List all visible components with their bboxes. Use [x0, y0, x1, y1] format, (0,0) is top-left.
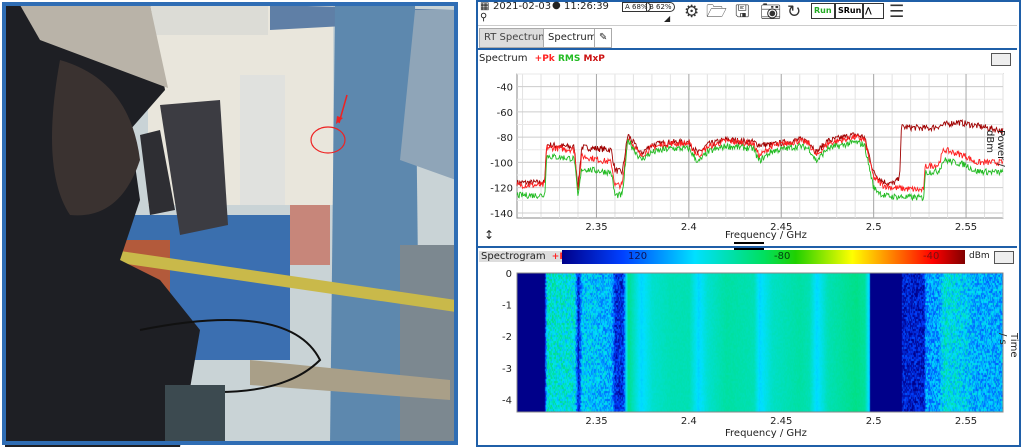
spectrum-y-axis-label: Power / dBm — [984, 130, 1006, 167]
battery-b: B 62% — [646, 2, 675, 12]
spectrum-chart: 2.35 2.4 2.45 2.5 2.55 -40 -60 -80 -100 -120 -140 — [490, 73, 1004, 233]
tab-spectrum[interactable]: Spectrum — [543, 28, 602, 48]
spectrum-x-axis-label: Frequency / GHz — [725, 230, 807, 241]
save-icon[interactable]: 🖫 — [735, 2, 750, 22]
time: 11:26:39 — [564, 1, 609, 12]
run-button[interactable]: Run — [811, 3, 835, 19]
y-tick-label: -120 — [490, 184, 513, 195]
spectrogram-x-axis-label: Frequency / GHz — [725, 428, 807, 439]
spectrogram-title: Spectrogram — [481, 251, 546, 262]
single-run-button[interactable]: SRun — [835, 3, 865, 19]
menu-icon[interactable]: ☰ — [889, 2, 905, 22]
trace-mxp — [516, 118, 1004, 190]
spectrum-title: Spectrum — [479, 53, 528, 64]
trace-label-rms[interactable]: RMS — [557, 54, 581, 64]
date: 2021-02-03 — [493, 1, 552, 12]
open-folder-icon[interactable]: 🗁 — [706, 2, 728, 22]
colorbar-unit: dBm — [969, 251, 990, 261]
resize-arrow-icon[interactable]: ↕ — [484, 228, 495, 242]
spectrogram-y-axis-label: Time / s — [997, 333, 1019, 358]
spectrum-analyzer-app: ▦ 2021-02-03 ● 11:26:39 A 68% B 62% ⚲ ◢ … — [476, 0, 1021, 447]
x-tick-label: 2.4 — [681, 222, 697, 233]
trace-rms — [516, 138, 1004, 202]
color-scale-bar — [562, 250, 965, 264]
x-tick-label: 2.5 — [866, 222, 882, 233]
calendar-icon: ▦ — [480, 1, 490, 12]
colorbar-tick: 120 — [628, 251, 648, 262]
camera-icon[interactable]: 📷︎ — [760, 2, 782, 22]
clock-icon: ● — [552, 0, 561, 11]
spectrogram-trace-label: +Pk — [552, 252, 572, 262]
x-tick-label: 2.55 — [955, 222, 977, 233]
y-tick-label: -60 — [497, 108, 513, 119]
y-tick-label: -80 — [497, 133, 513, 144]
y-tick-label: -100 — [490, 158, 513, 169]
colorbar-tick: -40 — [923, 251, 940, 262]
trace-label-mxp[interactable]: MxP — [583, 54, 605, 64]
battery-a: A 68% — [622, 2, 651, 12]
spectrogram-heatmap — [517, 273, 1003, 412]
panel-splitter-handle[interactable] — [734, 242, 764, 250]
y-tick-label: -40 — [497, 83, 513, 94]
dropdown-corner-icon[interactable]: ◢ — [664, 14, 671, 23]
antenna-icon[interactable]: ↻ — [787, 2, 802, 22]
y-tick-label: -140 — [490, 209, 513, 220]
edit-tab-icon[interactable]: ✎ — [594, 28, 613, 48]
tab-rt-spectrum[interactable]: RT Spectrum — [479, 28, 553, 48]
plot-area — [516, 73, 1004, 219]
gps-icon: ⚲ — [480, 12, 488, 23]
photo-engineer-with-antenna — [0, 0, 462, 447]
annotation-ellipse — [310, 126, 346, 154]
trace-display-icon[interactable]: ⋀ — [862, 3, 884, 19]
colorbar-tick: -80 — [774, 251, 791, 262]
trace-pk — [516, 133, 1004, 194]
x-tick-label: 2.45 — [770, 222, 792, 233]
trace-label-pk[interactable]: +Pk — [534, 54, 555, 64]
maximize-spectrum-button[interactable] — [991, 53, 1011, 66]
x-tick-label: 2.35 — [585, 222, 607, 233]
maximize-spectrogram-button[interactable] — [994, 251, 1014, 264]
settings-icon[interactable]: ⚙ — [684, 2, 700, 22]
